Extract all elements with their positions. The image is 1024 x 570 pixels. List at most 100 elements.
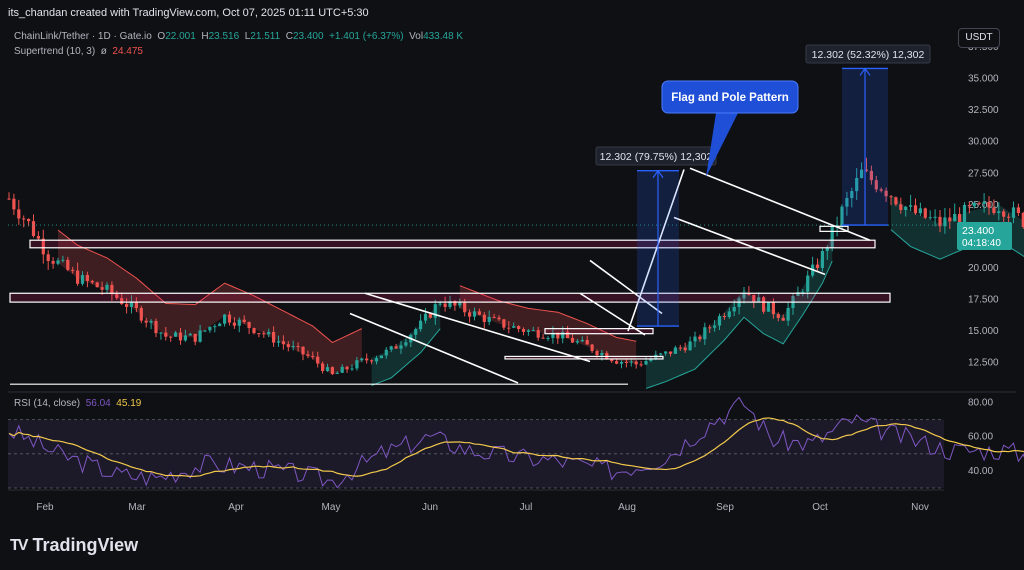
candle-body — [105, 284, 109, 290]
month-label: May — [322, 502, 341, 513]
rsi-legend[interactable]: RSI (14, close) 56.04 45.19 — [14, 398, 141, 409]
candle-body — [580, 339, 584, 342]
close-value: 23.400 — [292, 31, 324, 42]
change-value: +1.401 (+6.37%) — [329, 31, 404, 42]
high-label: H — [201, 31, 209, 42]
candle-body — [477, 311, 481, 315]
candle-body — [272, 332, 276, 343]
candle-body — [664, 351, 668, 354]
candle-body — [928, 217, 932, 219]
candle-body — [154, 320, 158, 334]
candle-body — [370, 360, 374, 362]
rsi-tick-label: 40.00 — [968, 466, 993, 477]
candle-body — [688, 341, 692, 351]
candle-body — [796, 292, 800, 296]
symbol-legend[interactable]: ChainLink/Tether · 1D · Gate.io O22.001 … — [14, 31, 463, 42]
pole-line — [627, 169, 685, 332]
candle-body — [962, 204, 967, 223]
candle-body — [551, 332, 555, 338]
month-label: Nov — [911, 502, 929, 513]
rsi-pane — [8, 396, 1024, 489]
candle-body — [17, 209, 21, 219]
candle-body — [855, 178, 859, 192]
candle-body — [213, 326, 217, 328]
candle-body — [374, 358, 379, 362]
drawing-tools[interactable] — [8, 67, 944, 385]
eye-icon[interactable]: ø — [100, 46, 107, 57]
candle-body — [379, 355, 383, 359]
candle-body — [590, 344, 594, 352]
support-zone-lower — [9, 292, 891, 303]
candle-body — [521, 329, 526, 332]
candle-body — [321, 363, 325, 372]
candle-body — [958, 213, 962, 223]
rsi-value: 56.04 — [85, 398, 111, 409]
candle-body — [1002, 211, 1006, 217]
candle-body — [830, 226, 834, 249]
candle-body — [992, 207, 996, 214]
candle-body — [953, 213, 957, 222]
annotation-labels: 12.302 (79.75%) 12,302 12.302 (52.32%) 12… — [595, 44, 1012, 250]
support-zone-june — [504, 355, 664, 360]
tradingview-logo-icon: TV — [10, 536, 29, 554]
candle-body — [497, 317, 501, 320]
price-tick-label: 12.500 — [968, 358, 999, 369]
price-badge-countdown: 04:18:40 — [962, 238, 1001, 249]
candle-body — [899, 204, 903, 210]
candle-body — [384, 349, 388, 356]
symbol-name: ChainLink/Tether · 1D · Gate.io — [14, 31, 152, 42]
candle-body — [1021, 212, 1024, 227]
candle-body — [781, 317, 785, 321]
candle-body — [1007, 216, 1011, 218]
candlestick-series — [7, 157, 1024, 375]
candle-body — [404, 342, 408, 346]
candle-body — [12, 198, 16, 210]
candle-body — [747, 292, 751, 295]
candle-body — [468, 312, 472, 317]
candle-body — [869, 170, 873, 181]
candle-body — [22, 218, 26, 220]
candle-body — [41, 238, 45, 255]
candle-body — [575, 341, 579, 343]
candle-body — [693, 336, 697, 342]
candle-body — [365, 358, 369, 361]
callout-bubble — [661, 80, 799, 114]
candle-body — [149, 320, 153, 323]
candle-body — [1016, 207, 1020, 213]
candle-body — [203, 330, 207, 332]
candle-body — [825, 248, 829, 251]
month-label: Feb — [36, 502, 54, 513]
candle-body — [678, 347, 682, 349]
candle-body — [938, 216, 942, 227]
candle-body — [742, 292, 746, 299]
supertrend-line — [645, 260, 833, 389]
tradingview-logo: TV TradingView — [10, 535, 138, 556]
candle-body — [129, 301, 134, 307]
candle-body — [389, 346, 393, 350]
candle-body — [840, 206, 844, 226]
candle-body — [325, 367, 330, 372]
price-tick-label: 20.000 — [968, 263, 999, 274]
month-label: Apr — [228, 502, 244, 513]
candle-body — [649, 358, 653, 361]
channel-may-bottom — [349, 312, 519, 384]
price-tick-label: 27.500 — [968, 168, 999, 179]
flag-top — [689, 167, 871, 241]
candle-body — [198, 330, 202, 342]
candle-body — [874, 180, 878, 190]
candle-body — [399, 345, 403, 349]
supertrend-legend[interactable]: Supertrend (10, 3) ø 24.475 — [14, 46, 143, 57]
candle-body — [306, 354, 310, 356]
candle-body — [531, 330, 535, 332]
candle-body — [120, 298, 124, 305]
month-label: Aug — [618, 502, 636, 513]
candle-body — [566, 331, 570, 339]
candle-body — [286, 344, 290, 348]
candle-body — [223, 314, 227, 324]
currency-button[interactable]: USDT — [958, 28, 1000, 48]
candle-body — [66, 259, 70, 270]
candle-body — [732, 306, 736, 312]
candle-body — [904, 206, 908, 210]
candle-body — [276, 341, 281, 343]
